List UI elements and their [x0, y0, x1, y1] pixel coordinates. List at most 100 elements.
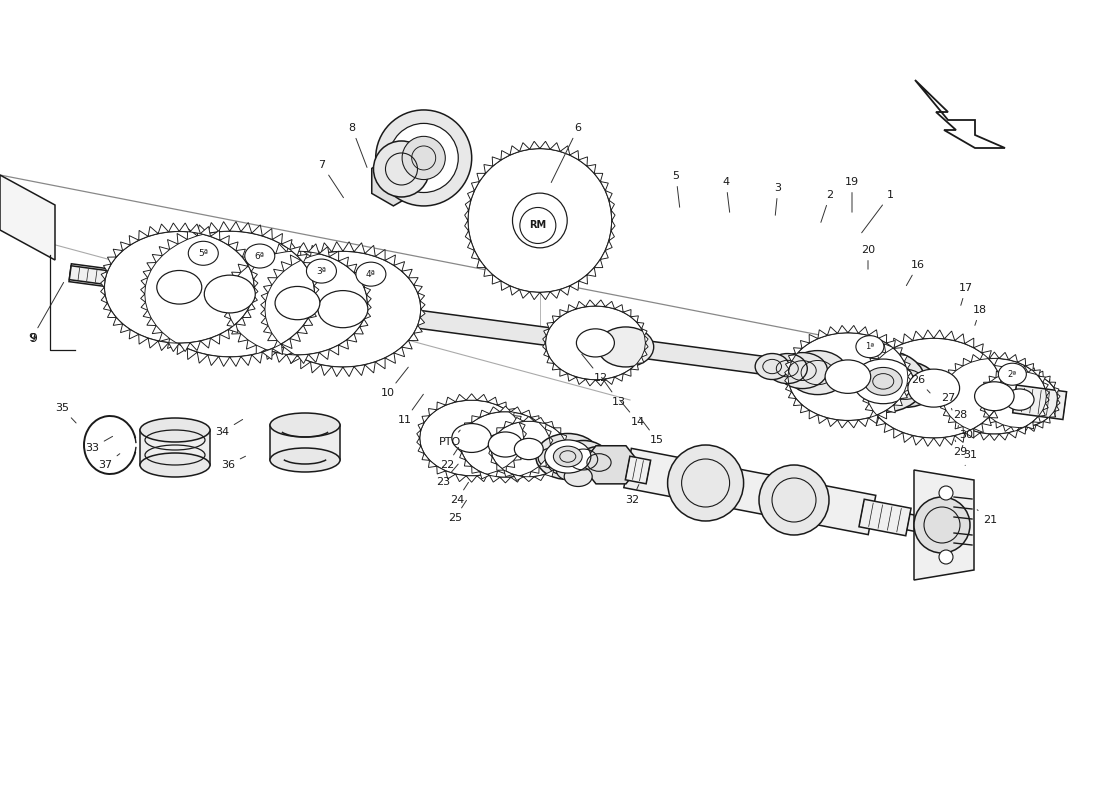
Polygon shape	[945, 331, 955, 341]
Polygon shape	[1033, 416, 1041, 422]
Polygon shape	[547, 322, 553, 329]
Polygon shape	[394, 347, 405, 357]
Text: 29: 29	[953, 440, 967, 457]
Polygon shape	[955, 334, 965, 343]
Ellipse shape	[270, 413, 340, 437]
Polygon shape	[460, 452, 465, 460]
Polygon shape	[472, 416, 480, 422]
Polygon shape	[497, 466, 506, 474]
Polygon shape	[219, 357, 230, 366]
Text: 31: 31	[962, 450, 977, 466]
Polygon shape	[241, 355, 252, 366]
Polygon shape	[542, 336, 547, 343]
Ellipse shape	[515, 438, 543, 460]
Polygon shape	[187, 349, 197, 359]
Polygon shape	[1011, 427, 1020, 433]
Polygon shape	[810, 410, 818, 419]
Polygon shape	[801, 341, 810, 348]
Polygon shape	[996, 371, 1003, 378]
Polygon shape	[550, 142, 560, 151]
Polygon shape	[866, 403, 873, 411]
Polygon shape	[1001, 380, 1005, 388]
Polygon shape	[974, 423, 983, 433]
Polygon shape	[310, 246, 321, 256]
Polygon shape	[385, 353, 396, 363]
Polygon shape	[168, 342, 179, 351]
Polygon shape	[615, 374, 624, 381]
Polygon shape	[472, 250, 480, 259]
Polygon shape	[982, 418, 991, 426]
Polygon shape	[464, 460, 472, 466]
Polygon shape	[282, 239, 293, 250]
Polygon shape	[868, 330, 878, 338]
Ellipse shape	[318, 290, 367, 328]
Polygon shape	[253, 287, 258, 295]
Ellipse shape	[943, 358, 1046, 434]
Polygon shape	[944, 376, 950, 382]
Polygon shape	[375, 358, 385, 369]
Polygon shape	[948, 416, 956, 422]
Polygon shape	[587, 165, 596, 174]
Polygon shape	[458, 437, 462, 445]
Polygon shape	[414, 326, 422, 334]
Polygon shape	[143, 270, 152, 278]
Polygon shape	[982, 350, 991, 358]
Polygon shape	[315, 286, 319, 294]
Circle shape	[381, 168, 406, 194]
Polygon shape	[297, 326, 307, 334]
Polygon shape	[940, 403, 946, 410]
Polygon shape	[339, 340, 349, 349]
Polygon shape	[983, 382, 990, 387]
Polygon shape	[1020, 366, 1028, 372]
Polygon shape	[488, 449, 493, 457]
Ellipse shape	[140, 418, 210, 442]
Circle shape	[939, 550, 953, 564]
Polygon shape	[870, 411, 879, 418]
Polygon shape	[343, 242, 354, 252]
Polygon shape	[609, 230, 615, 241]
Polygon shape	[100, 279, 104, 287]
Polygon shape	[568, 305, 576, 312]
Polygon shape	[971, 430, 980, 438]
Polygon shape	[248, 264, 255, 271]
Polygon shape	[837, 420, 848, 428]
Ellipse shape	[461, 411, 550, 478]
Polygon shape	[429, 409, 437, 416]
Ellipse shape	[873, 362, 937, 407]
Polygon shape	[276, 353, 286, 362]
Text: 8: 8	[349, 123, 367, 167]
Text: 14: 14	[619, 400, 645, 427]
Polygon shape	[108, 310, 117, 318]
Polygon shape	[848, 420, 858, 428]
Polygon shape	[1033, 370, 1041, 376]
Polygon shape	[354, 242, 365, 254]
Polygon shape	[913, 331, 923, 341]
Polygon shape	[560, 146, 570, 155]
Polygon shape	[167, 239, 178, 250]
Polygon shape	[944, 410, 950, 416]
Text: 13: 13	[602, 378, 626, 407]
Polygon shape	[300, 358, 310, 369]
Polygon shape	[364, 311, 371, 319]
Text: 21: 21	[977, 510, 997, 525]
Polygon shape	[101, 271, 108, 279]
Ellipse shape	[513, 193, 568, 248]
Polygon shape	[605, 190, 613, 200]
Polygon shape	[129, 235, 139, 245]
Polygon shape	[339, 257, 349, 266]
Polygon shape	[487, 397, 497, 405]
Polygon shape	[497, 464, 504, 470]
Polygon shape	[549, 445, 553, 452]
Polygon shape	[827, 418, 837, 426]
Polygon shape	[312, 302, 319, 310]
Ellipse shape	[549, 454, 576, 474]
Polygon shape	[143, 310, 152, 318]
Polygon shape	[484, 165, 493, 174]
Polygon shape	[300, 250, 310, 260]
Polygon shape	[210, 334, 220, 344]
Polygon shape	[848, 326, 858, 334]
Text: 32: 32	[625, 485, 639, 505]
Polygon shape	[1003, 368, 1011, 374]
Polygon shape	[417, 430, 420, 438]
Text: 2ª: 2ª	[1008, 370, 1018, 378]
